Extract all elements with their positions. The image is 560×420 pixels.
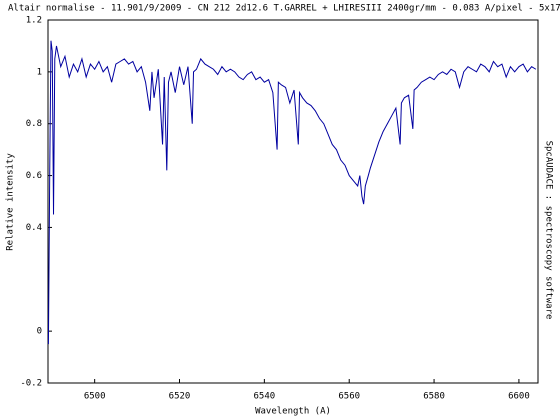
y-tick-label: 0.6 xyxy=(26,171,42,181)
y-tick-label: 0.8 xyxy=(26,119,42,129)
y-tick-label: 1.2 xyxy=(26,16,42,26)
x-tick-label: 6600 xyxy=(508,392,530,402)
x-tick-label: 6540 xyxy=(254,392,276,402)
y-tick-label: -0.2 xyxy=(20,379,42,389)
spectrum-line xyxy=(47,40,537,345)
x-tick-label: 6580 xyxy=(423,392,445,402)
plot-frame xyxy=(47,19,539,384)
y-tick-label: 1 xyxy=(37,67,42,77)
y-axis-label: Relative intensity xyxy=(6,153,16,251)
chart-title: Altair normalise - 11.901/9/2009 - CN 21… xyxy=(8,4,560,14)
y-tick-label: 0 xyxy=(37,327,42,337)
x-tick-label: 6500 xyxy=(84,392,106,402)
x-axis-label: Wavelength (A) xyxy=(255,407,331,417)
x-tick-label: 6560 xyxy=(338,392,360,402)
side-note: SpcAUDACE : spectroscopy software xyxy=(544,141,554,320)
y-tick-label: 0.4 xyxy=(26,223,42,233)
x-tick-label: 6520 xyxy=(169,392,191,402)
